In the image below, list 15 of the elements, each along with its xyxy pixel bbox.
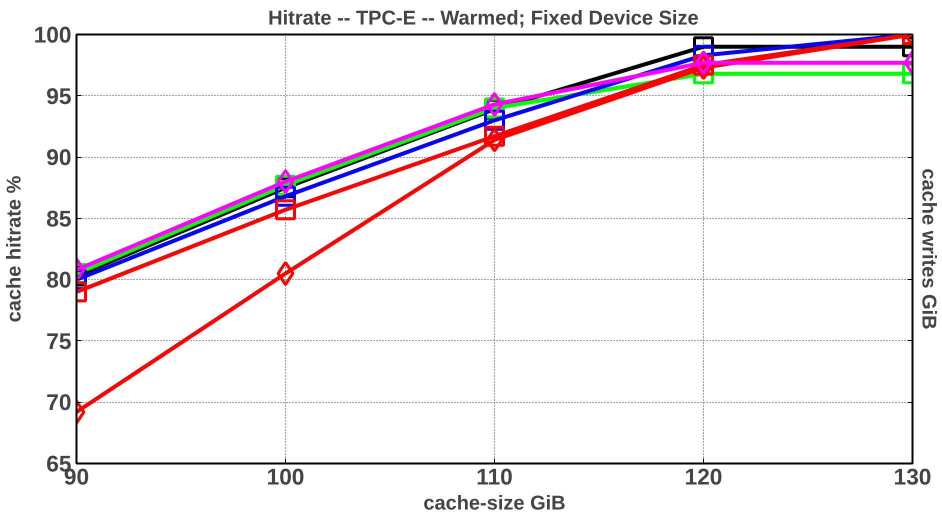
y-tick-label: 100 bbox=[34, 22, 72, 48]
x-axis-title: cache-size GiB bbox=[423, 492, 566, 514]
y-axis-title: cache hitrate % bbox=[4, 175, 26, 322]
chart-title: Hitrate -- TPC-E -- Warmed; Fixed Device Size bbox=[268, 8, 699, 30]
y-tick-label: 70 bbox=[46, 389, 72, 416]
x-tick-label: 130 bbox=[894, 464, 932, 490]
y-tick-label: 95 bbox=[46, 82, 72, 109]
y-tick-label: 90 bbox=[46, 144, 72, 170]
y-tick-label: 75 bbox=[46, 328, 72, 354]
x-tick-label: 120 bbox=[684, 464, 722, 490]
y2-axis-title: cache writes GiB bbox=[918, 168, 940, 330]
y-tick-label: 80 bbox=[46, 266, 72, 293]
x-tick-label: 100 bbox=[266, 464, 304, 490]
x-tick-label: 110 bbox=[476, 464, 513, 490]
y-tick-label: 85 bbox=[46, 205, 72, 232]
